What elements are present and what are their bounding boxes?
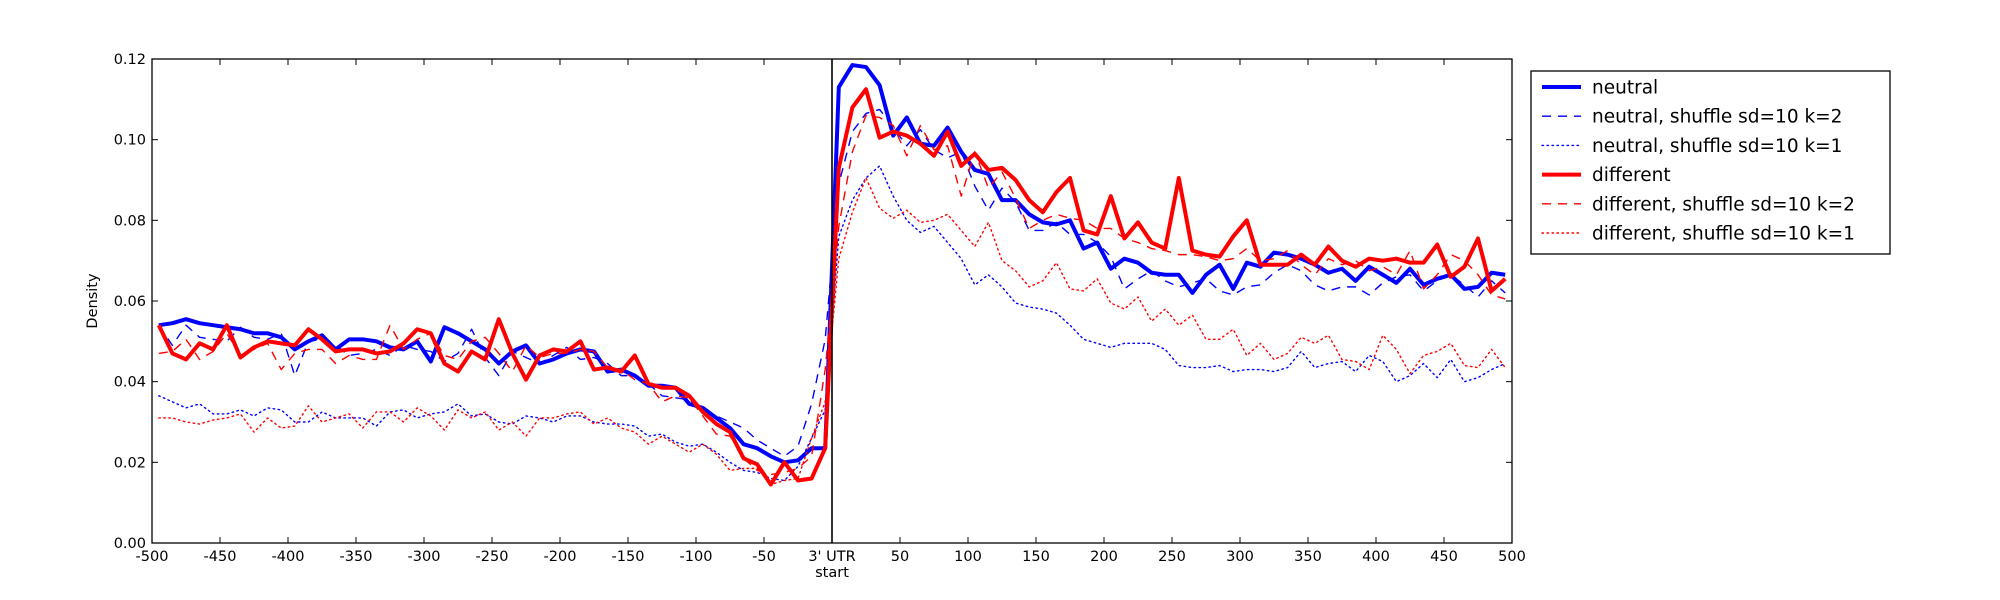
x-tick-label: 50 [891, 549, 909, 565]
x-tick-label: 300 [1226, 549, 1254, 565]
series-line-6 [158, 177, 1506, 486]
x-tick-label: 350 [1294, 549, 1322, 565]
x-tick-label: 500 [1498, 549, 1526, 565]
y-tick-label: 0.04 [114, 375, 146, 391]
y-tick-label: 0.12 [114, 52, 146, 68]
y-tick-label: 0.00 [114, 536, 146, 552]
x-tick-label: 400 [1362, 549, 1390, 565]
x-tick-label: 200 [1090, 549, 1118, 565]
y-tick-label: 0.08 [114, 213, 146, 229]
x-tick-label: -50 [752, 549, 776, 565]
y-tick-label: 0.02 [114, 455, 146, 471]
legend-label-1: neutral [1592, 78, 1658, 99]
legend-box [1530, 70, 1891, 255]
legend-label-6: different, shuffle sd=10 k=1 [1592, 224, 1855, 245]
x-tick-label: -100 [680, 549, 713, 565]
x-tick-label: -300 [408, 549, 441, 565]
x-tick-label: -250 [476, 549, 509, 565]
x-tick-label: -450 [204, 549, 237, 565]
plot-area [156, 59, 1507, 543]
x-tick-label: 100 [954, 549, 982, 565]
legend-label-4: different [1592, 165, 1671, 186]
y-axis-label: Density [85, 273, 101, 329]
y-tick-label: 0.06 [114, 294, 146, 310]
series-line-5 [158, 114, 1506, 476]
legend: neutral neutral, shuffle sd=10 k=2 neutral… [1530, 70, 1891, 255]
axes: 0.00 0.02 0.04 0.06 0.08 0.10 0.12 -500 -450 -400… [85, 52, 1526, 581]
x-tick-label: 150 [1022, 549, 1050, 565]
x-tick-label: 250 [1158, 549, 1186, 565]
y-tick-label: 0.10 [114, 133, 146, 149]
x-tick-label: -500 [136, 549, 169, 565]
x-tick-label: 450 [1430, 549, 1458, 565]
x-tick-label: -150 [612, 549, 645, 565]
x-tick-label: -200 [544, 549, 577, 565]
legend-label-2: neutral, shuffle sd=10 k=2 [1592, 107, 1842, 128]
legend-label-3: neutral, shuffle sd=10 k=1 [1592, 136, 1842, 157]
x-tick-label: -350 [340, 549, 373, 565]
x-tick-label: -400 [272, 549, 305, 565]
legend-label-5: different, shuffle sd=10 k=2 [1592, 194, 1855, 215]
x-tick-label: 3' UTR start [808, 549, 855, 581]
